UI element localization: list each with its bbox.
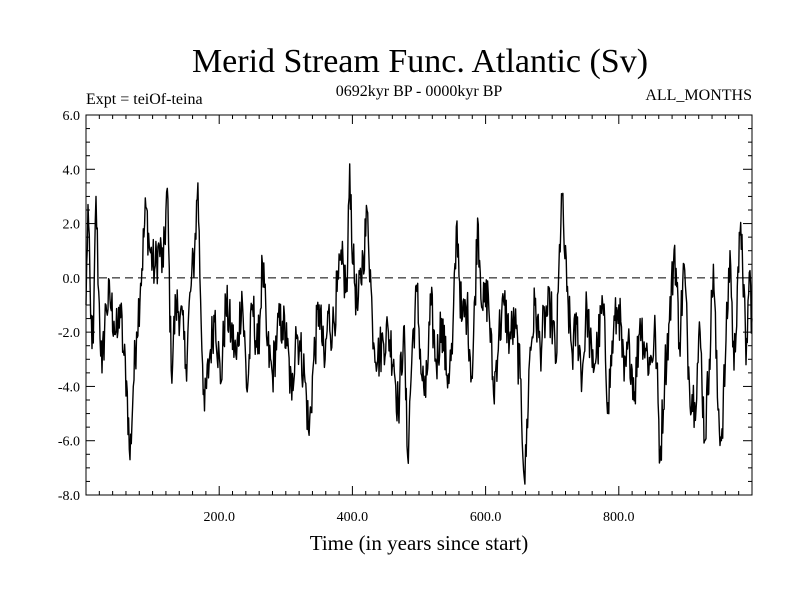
x-axis-label: Time (in years since start) bbox=[310, 531, 529, 555]
y-tick-label: 2.0 bbox=[63, 218, 81, 233]
y-tick-label: -4.0 bbox=[58, 380, 80, 395]
time-range-label: 0692kyr BP - 0000kyr BP bbox=[336, 83, 503, 100]
y-tick-label: 0.0 bbox=[63, 272, 81, 287]
y-tick-label: 6.0 bbox=[63, 109, 81, 124]
x-tick-label: 600.0 bbox=[470, 510, 502, 525]
chart-title: Merid Stream Func. Atlantic (Sv) bbox=[192, 43, 648, 80]
experiment-label: Expt = teiOf-teina bbox=[86, 91, 203, 108]
x-tick-label: 200.0 bbox=[203, 510, 235, 525]
plot-area: 6.0 4.0 2.0 0.0 -2.0 -4.0 -6.0 -8.0 200.0 400.0 60… bbox=[58, 109, 753, 525]
y-tick-label: 4.0 bbox=[63, 163, 81, 178]
y-tick-label: -6.0 bbox=[58, 435, 80, 450]
x-tick-label: 400.0 bbox=[337, 510, 369, 525]
y-tick-label: -2.0 bbox=[58, 326, 80, 341]
months-label: ALL_MONTHS bbox=[645, 87, 752, 104]
x-tick-label: 800.0 bbox=[603, 510, 635, 525]
y-tick-label: -8.0 bbox=[58, 489, 80, 504]
series-line bbox=[85, 163, 753, 485]
plot-frame bbox=[85, 114, 753, 496]
